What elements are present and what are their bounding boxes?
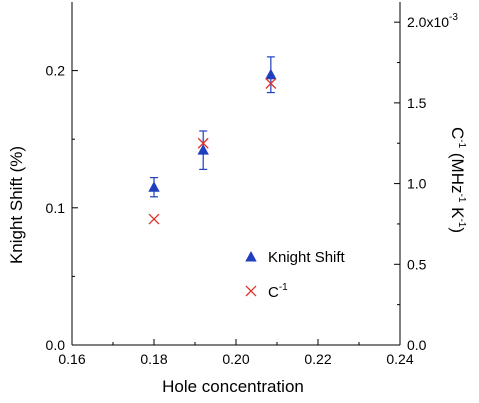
right-y-top-tick-exp: -3 bbox=[449, 12, 458, 23]
x-tick-label: 0.16 bbox=[58, 351, 85, 367]
right-y-axis-label-unit-b: K bbox=[448, 202, 467, 219]
legend-c-inverse-marker bbox=[245, 285, 257, 297]
left-y-axis-label: Knight Shift (%) bbox=[7, 146, 26, 264]
right-y-axis-ticks: 0.0 0.5 1.0 1.5 2.0x10-3 bbox=[394, 12, 458, 353]
knight-shift-point bbox=[265, 68, 277, 80]
left-y-tick-label: 0.2 bbox=[46, 63, 66, 79]
legend: Knight Shift C-1 bbox=[245, 249, 346, 301]
right-y-axis-label-sup2: -1 bbox=[456, 193, 467, 202]
right-y-axis-label-unit-a: (MHz bbox=[448, 148, 467, 193]
right-y-tick-label: 0.5 bbox=[407, 256, 427, 272]
left-y-tick-label: 0.0 bbox=[46, 337, 66, 353]
x-axis-ticks: 0.16 0.18 0.20 0.22 0.24 bbox=[58, 339, 414, 367]
x-tick-label: 0.24 bbox=[386, 351, 413, 367]
legend-c-inverse-sup: -1 bbox=[279, 282, 288, 293]
legend-c-inverse-base: C bbox=[268, 284, 279, 301]
c-inverse-point bbox=[148, 213, 160, 225]
right-y-tick-label: 0.0 bbox=[407, 337, 427, 353]
legend-knight-shift-label: Knight Shift bbox=[268, 249, 346, 266]
legend-c-inverse-label: C-1 bbox=[268, 282, 288, 301]
left-y-axis-ticks: 0.0 0.1 0.2 bbox=[46, 63, 78, 353]
x-tick-label: 0.20 bbox=[222, 351, 249, 367]
left-y-tick-label: 0.1 bbox=[46, 200, 66, 216]
right-y-axis-label-close: ) bbox=[448, 227, 467, 233]
right-y-tick-label: 1.5 bbox=[407, 95, 427, 111]
x-axis-label: Hole concentration bbox=[162, 377, 304, 396]
right-y-axis-label-sup3: -1 bbox=[456, 218, 467, 227]
data-series bbox=[148, 56, 277, 225]
c-inverse-point bbox=[197, 137, 209, 149]
plot-frame bbox=[71, 2, 401, 346]
knight-shift-point bbox=[148, 181, 160, 192]
right-y-axis-label: C-1 (MHz-1 K-1) bbox=[448, 127, 467, 233]
right-y-top-tick-label: 2.0x10-3 bbox=[407, 12, 458, 30]
x-tick-label: 0.18 bbox=[140, 351, 167, 367]
x-tick-label: 0.22 bbox=[304, 351, 331, 367]
right-y-axis-label-sup1: -1 bbox=[456, 139, 467, 148]
knight-shift-point bbox=[197, 144, 209, 155]
right-y-axis-label-base: C bbox=[448, 127, 467, 139]
right-y-tick-label: 1.0 bbox=[407, 176, 427, 192]
c-inverse-point bbox=[265, 78, 277, 89]
right-y-top-tick-base: 2.0x10 bbox=[407, 14, 449, 30]
legend-knight-shift-marker bbox=[245, 251, 257, 262]
